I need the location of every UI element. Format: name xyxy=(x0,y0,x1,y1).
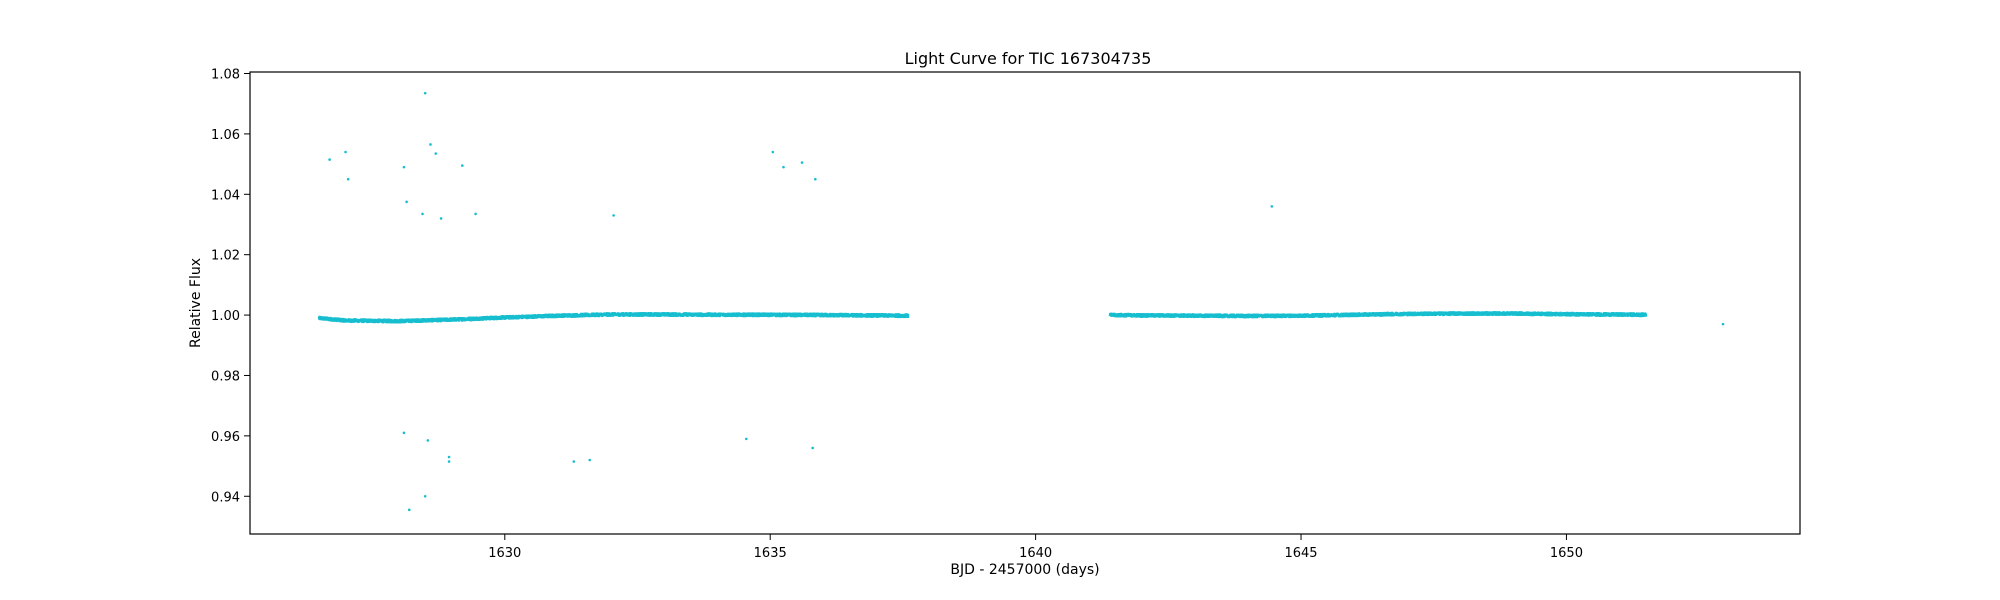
data-point xyxy=(415,320,418,323)
data-point xyxy=(1398,314,1402,317)
data-point xyxy=(638,312,641,315)
data-point xyxy=(1189,313,1192,316)
data-point xyxy=(1326,315,1329,318)
data-point xyxy=(879,315,882,318)
data-point xyxy=(1520,313,1523,316)
data-point xyxy=(1343,312,1346,315)
data-point xyxy=(1220,314,1223,317)
data-point xyxy=(907,315,910,318)
data-point xyxy=(1489,313,1492,316)
data-point xyxy=(784,314,788,318)
data-point xyxy=(1485,311,1488,314)
data-point xyxy=(1247,316,1250,319)
data-point xyxy=(1358,312,1361,315)
data-point xyxy=(1370,314,1374,317)
data-point xyxy=(825,313,829,316)
data-point xyxy=(417,318,420,321)
data-point xyxy=(492,318,495,321)
data-point xyxy=(1299,313,1302,316)
data-point xyxy=(1456,311,1459,314)
data-point xyxy=(744,315,747,318)
data-point xyxy=(382,320,385,324)
data-point xyxy=(641,314,644,317)
data-point xyxy=(894,313,898,316)
data-point xyxy=(631,312,634,315)
data-point xyxy=(504,317,507,320)
data-point xyxy=(650,312,653,315)
data-point xyxy=(1442,313,1445,317)
data-point xyxy=(888,315,891,318)
data-point xyxy=(893,315,896,318)
data-point xyxy=(836,312,839,316)
data-point xyxy=(1173,313,1176,316)
data-point xyxy=(549,313,552,316)
data-point xyxy=(906,313,910,316)
chart-title: Light Curve for TIC 167304735 xyxy=(905,49,1152,68)
data-point xyxy=(438,318,441,322)
data-point xyxy=(1252,313,1255,316)
baseline-segment-2 xyxy=(1108,311,1648,319)
data-point xyxy=(1529,313,1532,316)
data-point xyxy=(601,314,604,317)
data-point xyxy=(581,315,584,318)
data-point xyxy=(1479,313,1482,316)
data-point xyxy=(768,315,771,318)
data-point xyxy=(1190,315,1193,318)
data-point xyxy=(541,316,544,319)
data-point xyxy=(854,315,857,318)
data-point xyxy=(1111,312,1114,316)
data-point xyxy=(453,317,457,320)
data-point xyxy=(1223,315,1226,319)
data-point xyxy=(584,314,587,317)
data-point xyxy=(1354,312,1357,315)
data-point xyxy=(870,315,873,318)
baseline-segment-1 xyxy=(317,312,910,324)
data-point xyxy=(804,312,808,315)
data-point xyxy=(1453,311,1456,314)
data-point xyxy=(834,315,837,318)
data-point xyxy=(1528,311,1531,314)
plot-area xyxy=(317,91,1725,512)
data-point xyxy=(526,316,529,320)
data-point xyxy=(411,318,414,321)
data-point xyxy=(1130,313,1133,316)
data-point xyxy=(691,314,694,317)
data-point xyxy=(1345,314,1348,317)
data-point xyxy=(801,314,804,317)
data-point xyxy=(663,312,666,315)
data-point xyxy=(370,319,374,322)
